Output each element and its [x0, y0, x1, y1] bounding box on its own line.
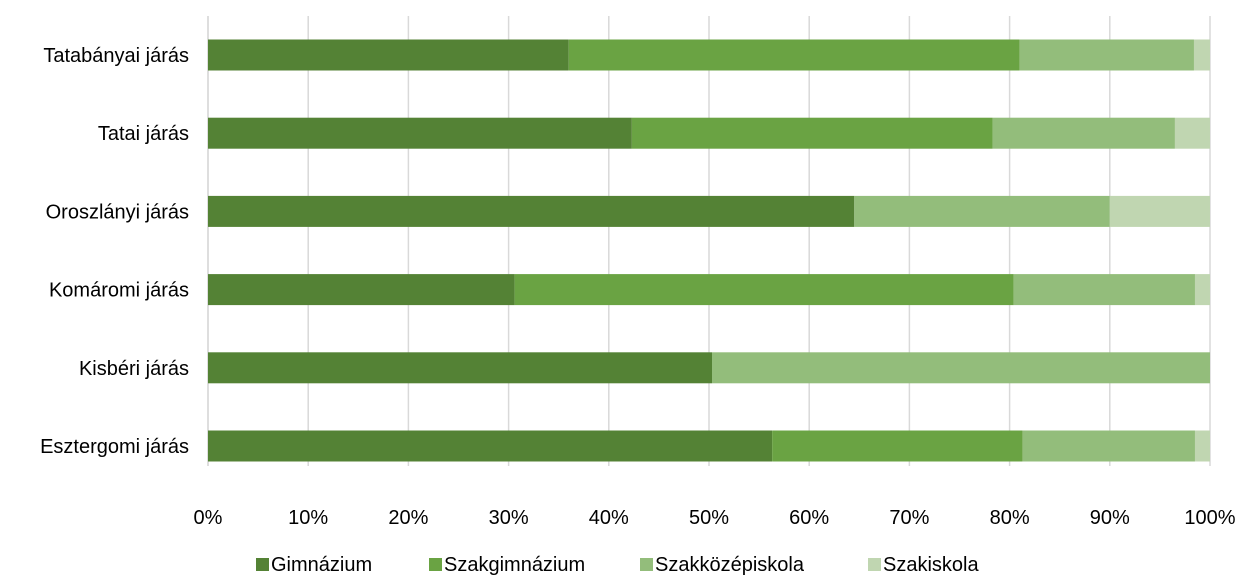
- bar-oroszlanyi-jaras-szakiskola: [1109, 195, 1210, 227]
- gridlines: [207, 16, 1211, 466]
- bar-tatai-jaras-gimnazium: [208, 117, 632, 149]
- bar-kisberi-jaras-szakkozepiskola: [712, 352, 1210, 384]
- bar-row-oroszlanyi-jaras: [208, 195, 1210, 227]
- bar-row-tatai-jaras: [208, 117, 1210, 149]
- x-tick-label-5: 50%: [689, 507, 729, 529]
- bar-komaromi-jaras-gimnazium: [208, 274, 515, 306]
- legend-label-szakgimnazium: Szakgimnázium: [444, 554, 585, 575]
- category-label-tatabanyai-jaras: Tatabányai járás: [43, 45, 189, 67]
- x-tick-label-1: 10%: [288, 507, 328, 529]
- x-tick-label-2: 20%: [388, 507, 428, 529]
- legend-swatch-szakiskola: [868, 558, 881, 571]
- bar-komaromi-jaras-szakiskola: [1194, 274, 1210, 306]
- x-tick-label-0: 0%: [194, 507, 223, 529]
- bar-tatai-jaras-szakiskola: [1174, 117, 1210, 149]
- bar-tatabanyai-jaras-szakkozepiskola: [1019, 39, 1194, 71]
- category-label-esztergomi-jaras: Esztergomi járás: [40, 436, 189, 458]
- bar-row-kisberi-jaras: [208, 352, 1210, 384]
- bar-row-tatabanyai-jaras: [208, 39, 1210, 71]
- legend-label-szakiskola: Szakiskola: [883, 554, 979, 575]
- legend: Gimnázium Szakgimnázium Szakközépiskola Sza…: [256, 554, 979, 575]
- x-tick-label-3: 30%: [489, 507, 529, 529]
- category-label-komaromi-jaras: Komáromi járás: [49, 280, 189, 302]
- category-label-tatai-jaras: Tatai járás: [98, 123, 189, 145]
- bars: [208, 39, 1210, 462]
- bar-tatabanyai-jaras-szakgimnazium: [568, 39, 1020, 71]
- bar-row-komaromi-jaras: [208, 274, 1210, 306]
- bar-kisberi-jaras-gimnazium: [208, 352, 713, 384]
- category-label-kisberi-jaras: Kisbéri járás: [79, 358, 189, 380]
- bar-esztergomi-jaras-szakgimnazium: [772, 430, 1023, 462]
- legend-label-szakkozepiskola: Szakközépiskola: [655, 554, 805, 575]
- legend-item-gimnazium: Gimnázium: [256, 554, 372, 575]
- bar-tatai-jaras-szakgimnazium: [631, 117, 993, 149]
- legend-swatch-szakgimnazium: [429, 558, 442, 571]
- bar-tatabanyai-jaras-gimnazium: [208, 39, 569, 71]
- category-labels: Tatabányai járás Tatai járás Oroszlányi já…: [40, 45, 189, 458]
- bar-komaromi-jaras-szakgimnazium: [514, 274, 1014, 306]
- legend-item-szakiskola: Szakiskola: [868, 554, 979, 575]
- bar-row-esztergomi-jaras: [208, 430, 1210, 462]
- bar-oroszlanyi-jaras-szakkozepiskola: [854, 195, 1110, 227]
- x-tick-label-6: 60%: [789, 507, 829, 529]
- legend-item-szakkozepiskola: Szakközépiskola: [640, 554, 805, 575]
- x-tick-label-10: 100%: [1184, 507, 1235, 529]
- x-tick-label-8: 80%: [990, 507, 1030, 529]
- x-tick-label-4: 40%: [589, 507, 629, 529]
- x-tick-label-7: 70%: [889, 507, 929, 529]
- x-axis-tick-labels: 0% 10% 20% 30% 40% 50% 60% 70% 80% 90% 100%: [194, 507, 1236, 529]
- legend-swatch-gimnazium: [256, 558, 269, 571]
- x-tick-label-9: 90%: [1090, 507, 1130, 529]
- bar-esztergomi-jaras-gimnazium: [208, 430, 773, 462]
- legend-label-gimnazium: Gimnázium: [271, 554, 372, 575]
- bar-tatai-jaras-szakkozepiskola: [992, 117, 1175, 149]
- bar-esztergomi-jaras-szakiskola: [1194, 430, 1210, 462]
- bar-komaromi-jaras-szakkozepiskola: [1013, 274, 1195, 306]
- legend-swatch-szakkozepiskola: [640, 558, 653, 571]
- legend-item-szakgimnazium: Szakgimnázium: [429, 554, 585, 575]
- bar-esztergomi-jaras-szakkozepiskola: [1022, 430, 1195, 462]
- bar-oroszlanyi-jaras-gimnazium: [208, 195, 855, 227]
- category-label-oroszlanyi-jaras: Oroszlányi járás: [46, 201, 189, 223]
- bar-tatabanyai-jaras-szakiskola: [1193, 39, 1210, 71]
